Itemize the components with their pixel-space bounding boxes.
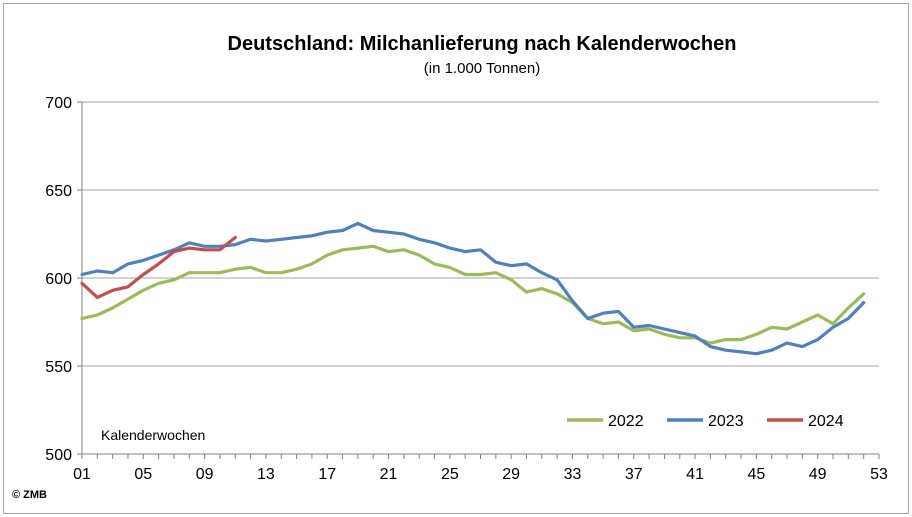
x-tick-label: 45: [747, 466, 765, 483]
y-axis: 700 650 600 550 500: [45, 95, 83, 464]
series-line-2024: [80, 235, 237, 299]
x-tick-label: 09: [196, 466, 214, 483]
series-line-2023: [80, 221, 866, 356]
legend: 2022 2023 2024: [567, 413, 844, 430]
y-tick-label: 650: [45, 183, 72, 200]
x-tick-label: 17: [318, 466, 336, 483]
x-tick-label: 05: [134, 466, 152, 483]
series-line-2022: [80, 244, 866, 345]
x-tick-label: 13: [257, 466, 275, 483]
chart-title: Deutschland: Milchanlieferung nach Kalen…: [228, 33, 737, 55]
x-tick-label: 41: [686, 466, 704, 483]
chart-frame: Deutschland: Milchanlieferung nach Kalen…: [3, 3, 909, 514]
series-layer: [80, 221, 866, 356]
x-tick-label: 29: [502, 466, 520, 483]
line-chart: Deutschland: Milchanlieferung nach Kalen…: [12, 33, 888, 501]
copyright-label: © ZMB: [12, 489, 47, 501]
y-tick-label: 550: [45, 359, 72, 376]
legend-label-2024: 2024: [808, 413, 844, 430]
x-tick-label: 01: [73, 466, 91, 483]
x-tick-label: 25: [441, 466, 459, 483]
chart-subtitle: (in 1.000 Tonnen): [424, 60, 540, 77]
x-axis-annotation: Kalenderwochen: [101, 427, 205, 443]
y-tick-label: 600: [45, 271, 72, 288]
legend-label-2022: 2022: [608, 413, 644, 430]
x-axis: 01 05 09 13 17 21 25 29 33 37 41 45 49 53: [73, 453, 888, 483]
x-tick-label: 21: [380, 466, 398, 483]
x-tick-label: 37: [625, 466, 643, 483]
grid-lines: [82, 101, 879, 367]
y-tick-label: 700: [45, 95, 72, 112]
x-tick-label: 53: [870, 466, 888, 483]
x-tick-label: 33: [564, 466, 582, 483]
x-tick-label: 49: [809, 466, 827, 483]
y-tick-label: 500: [45, 447, 72, 464]
legend-label-2023: 2023: [708, 413, 744, 430]
